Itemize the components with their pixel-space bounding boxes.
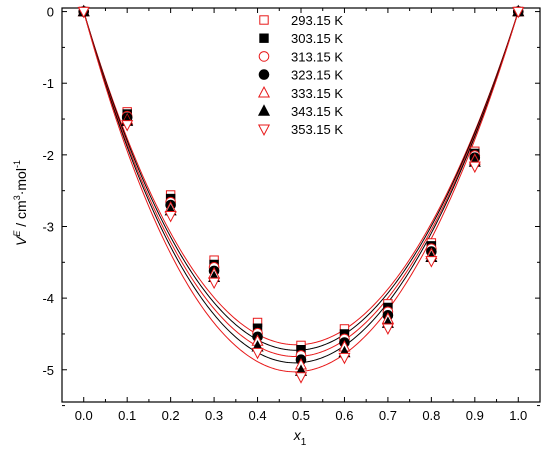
y-tick-label: -5: [42, 363, 54, 378]
x-tick-label: 0.2: [162, 408, 180, 423]
x-tick-label: 0.4: [249, 408, 267, 423]
y-tick-label: -2: [42, 148, 54, 163]
x-tick-label: 1.0: [509, 408, 527, 423]
x-tick-label: 0.7: [379, 408, 397, 423]
axes: 0.0 0.1 0.2 0.3 0.4 0.5 0.6 0.7 0.8 0.9 1.0 0 -1 -2 -3…: [42, 5, 541, 423]
y-tick-label: -1: [42, 76, 54, 91]
data-point-series-7: [425, 256, 438, 268]
legend: 293.15 K 303.15 K 313.15 K 323.15 K 333.15 K…: [257, 13, 343, 137]
data-point-series-7: [512, 6, 525, 19]
data-point-series-7: [381, 323, 394, 335]
y-axis-title: VE / cm3·mol-1: [12, 160, 29, 246]
x-axis-title: x1: [293, 427, 307, 448]
data-point-series-7: [468, 161, 481, 174]
data-point-series-7: [338, 352, 351, 365]
y-axis-title-sup-3: 3: [12, 195, 22, 200]
y-axis-title-unit-1: / cm: [13, 200, 29, 230]
x-axis-title-subscript: 1: [301, 437, 307, 448]
x-tick-label: 0.8: [422, 408, 440, 423]
legend-marker-2: [259, 33, 269, 43]
y-axis-title-v: V: [13, 235, 29, 246]
x-tick-label: 0.6: [335, 408, 353, 423]
legend-label-3: 313.15 K: [291, 49, 343, 64]
x-tick-label: 0.1: [118, 408, 136, 423]
legend-marker-4: [258, 69, 270, 80]
y-tick-label: -4: [42, 291, 54, 306]
legend-label-5: 333.15 K: [291, 86, 343, 101]
legend-label-4: 323.15 K: [291, 68, 343, 83]
legend-label-6: 343.15 K: [291, 104, 343, 119]
legend-label-1: 293.15 K: [291, 13, 343, 28]
x-axis-title-main: x: [293, 427, 302, 443]
legend-marker-3: [258, 51, 270, 62]
legend-marker-6: [257, 104, 271, 116]
legend-label-2: 303.15 K: [291, 31, 343, 46]
data-point-series-7: [294, 372, 308, 384]
y-tick-label: -3: [42, 219, 54, 234]
data-point-series-7: [251, 347, 264, 360]
x-tick-label: 0.0: [75, 408, 93, 423]
y-axis-title-sup-m1: -1: [12, 160, 22, 168]
data-point-series-7: [77, 6, 90, 19]
y-axis-title-unit-2: ·mol: [13, 168, 29, 195]
x-tick-label: 0.9: [466, 408, 484, 423]
legend-marker-5: [257, 86, 271, 98]
y-axis-title-sup-e: E: [12, 230, 22, 237]
data-points: [77, 4, 525, 384]
legend-marker-7: [257, 124, 271, 136]
y-tick-label: 0: [47, 5, 54, 20]
legend-marker-1: [259, 15, 269, 25]
data-point-series-7: [121, 120, 134, 132]
fit-curves: [83, 11, 519, 373]
x-tick-label: 0.5: [292, 408, 310, 423]
data-point-series-7: [208, 277, 221, 290]
legend-label-7: 353.15 K: [291, 122, 343, 137]
x-tick-label: 0.3: [205, 408, 223, 423]
data-point-series-7: [164, 211, 177, 223]
